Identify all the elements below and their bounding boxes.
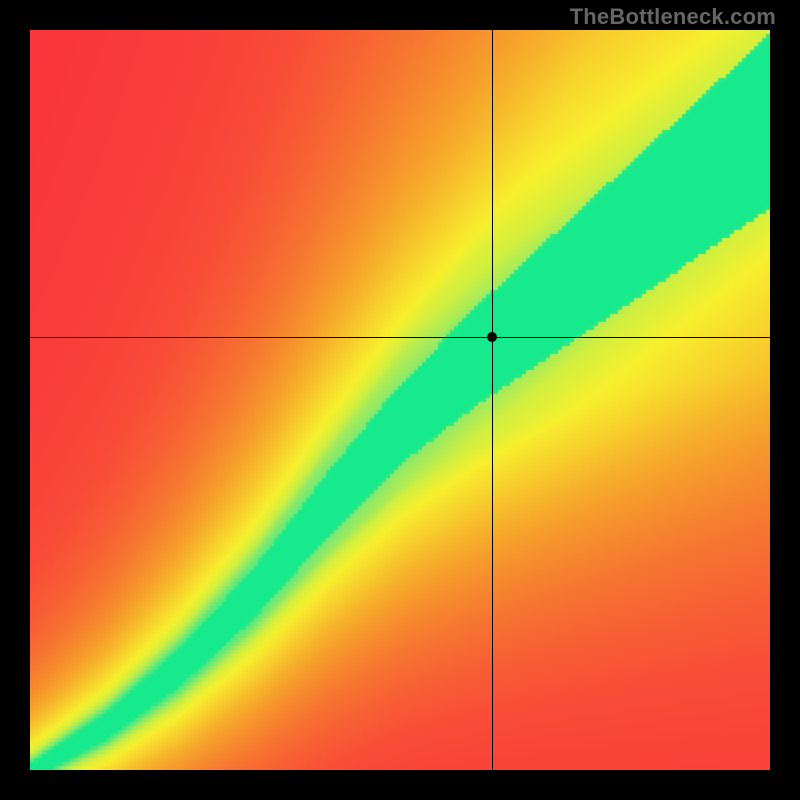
heatmap-canvas [30, 30, 770, 770]
plot-frame [30, 30, 770, 770]
crosshair-vertical [492, 30, 493, 770]
watermark-text: TheBottleneck.com [570, 4, 776, 30]
crosshair-dot [487, 332, 497, 342]
crosshair-horizontal [30, 337, 770, 338]
chart-container: TheBottleneck.com [0, 0, 800, 800]
